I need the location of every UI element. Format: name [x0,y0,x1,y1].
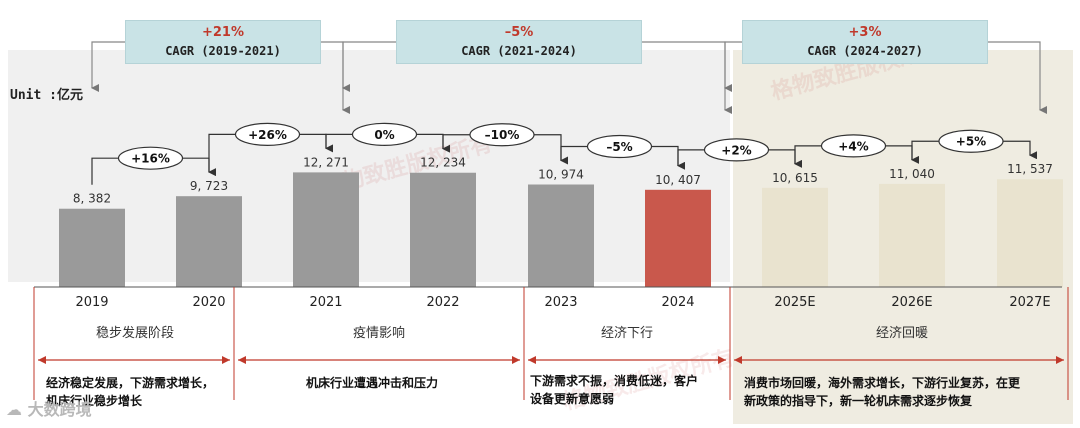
phase-range-arrowhead [38,356,46,364]
value-label: 10, 615 [772,171,818,185]
cagr-value: +3% [848,25,882,40]
growth-bubble [820,134,887,158]
phase-label-stable: 稳步发展阶段 [95,326,174,341]
phase-range-arrowhead [1056,356,1064,364]
value-label: 11, 537 [1007,162,1053,176]
desc-line: 机床行业遭遇冲击和压力 [306,376,439,390]
growth-label: –5% [606,140,632,154]
phase-range-arrowhead [734,356,742,364]
cagr-label: CAGR (2019-2021) [165,44,281,58]
cagr-box-2024-2027: +3% CAGR (2024-2027) [742,20,988,64]
category-label: 2026E [891,295,932,310]
growth-label: +4% [838,139,868,153]
phase-range-arrowhead [512,356,520,364]
category-label: 2025E [774,295,815,310]
desc-line: 经济稳定发展，下游需求增长， [46,376,215,390]
growth-label: –10% [485,128,520,142]
phase-range-arrowhead [238,356,246,364]
cagr-connector-left [342,41,396,92]
phase-desc-stable: 经济稳定发展，下游需求增长， 机床行业稳步增长 [46,374,214,410]
category-label: 2020 [192,295,225,310]
cagr-connector-right [321,41,350,114]
growth-label: +16% [131,152,170,166]
logo-text: 大数跨境 [27,400,92,419]
growth-label: 0% [374,128,394,142]
phase-label-recovery: 经济回暖 [875,326,928,341]
cagr-label: CAGR (2024-2027) [807,44,923,58]
phase-desc-downturn: 下游需求不振，消费低迷，客户 设备更新意愿弱 [530,372,698,408]
desc-line: 消费市场回暖，海外需求增长，下游行业复苏，在更 [744,376,1021,390]
cagr-box-2021-2024: –5% CAGR (2021-2024) [396,20,642,64]
category-label: 2023 [544,295,577,310]
cagr-connector-right [642,41,732,114]
cagr-connector-left [91,41,125,92]
value-label: 12, 271 [303,155,349,169]
logo: ☁ 大数跨境 [6,396,92,420]
phase-label-pandemic: 疫情影响 [352,326,405,341]
growth-bubble [938,129,1004,153]
bar [997,179,1063,287]
cagr-value: –5% [504,25,534,40]
phase-range-arrowhead [528,356,536,364]
growth-label: +26% [248,128,287,142]
cagr-box-2019-2021: +21% CAGR (2019-2021) [125,20,321,64]
desc-line: 设备更新意愿弱 [530,392,615,406]
growth-label: +5% [956,135,986,149]
category-label: 2024 [661,295,694,310]
bar [293,172,359,287]
phase-desc-recovery: 消费市场回暖，海外需求增长，下游行业复苏，在更 新政策的指导下，新一轮机床需求逐… [744,374,1020,410]
unit-label: Unit :亿元 [10,88,83,103]
growth-bubble [351,122,418,146]
bar [176,196,242,287]
logo-icon: ☁ [6,400,28,419]
growth-bubble [703,138,770,162]
growth-bubble [469,123,535,147]
growth-label: +2% [721,143,751,157]
category-label: 2022 [426,295,459,310]
value-label: 11, 040 [889,167,935,181]
category-label: 2019 [75,295,108,310]
cagr-connector-left [724,41,742,92]
cagr-label: CAGR (2021-2024) [461,44,577,58]
phase-label-downturn: 经济下行 [600,326,653,341]
desc-line: 下游需求不振，消费低迷，客户 [530,374,699,388]
value-label: 10, 407 [655,173,701,187]
category-label: 2027E [1009,295,1050,310]
bar [59,208,125,287]
phase-range-arrowhead [222,356,230,364]
bar [528,184,594,287]
phase-desc-pandemic: 机床行业遭遇冲击和压力 [306,374,438,392]
desc-line: 机床行业稳步增长 [46,394,143,408]
value-label: 10, 974 [538,168,584,182]
growth-bubble [117,146,184,170]
category-label: 2021 [309,295,342,310]
desc-line: 新政策的指导下，新一轮机床需求逐步恢复 [744,394,973,408]
bar [645,189,711,287]
bar [410,172,476,287]
phase-range-arrowhead [718,356,726,364]
cagr-value: +21% [201,25,244,40]
bar [762,187,828,287]
cagr-connector-right [988,41,1047,114]
growth-bubble [586,134,653,159]
value-label: 8, 382 [73,192,111,206]
bar [879,183,945,287]
value-label: 12, 234 [420,156,466,170]
value-label: 9, 723 [190,179,228,193]
growth-bubble [234,122,301,146]
